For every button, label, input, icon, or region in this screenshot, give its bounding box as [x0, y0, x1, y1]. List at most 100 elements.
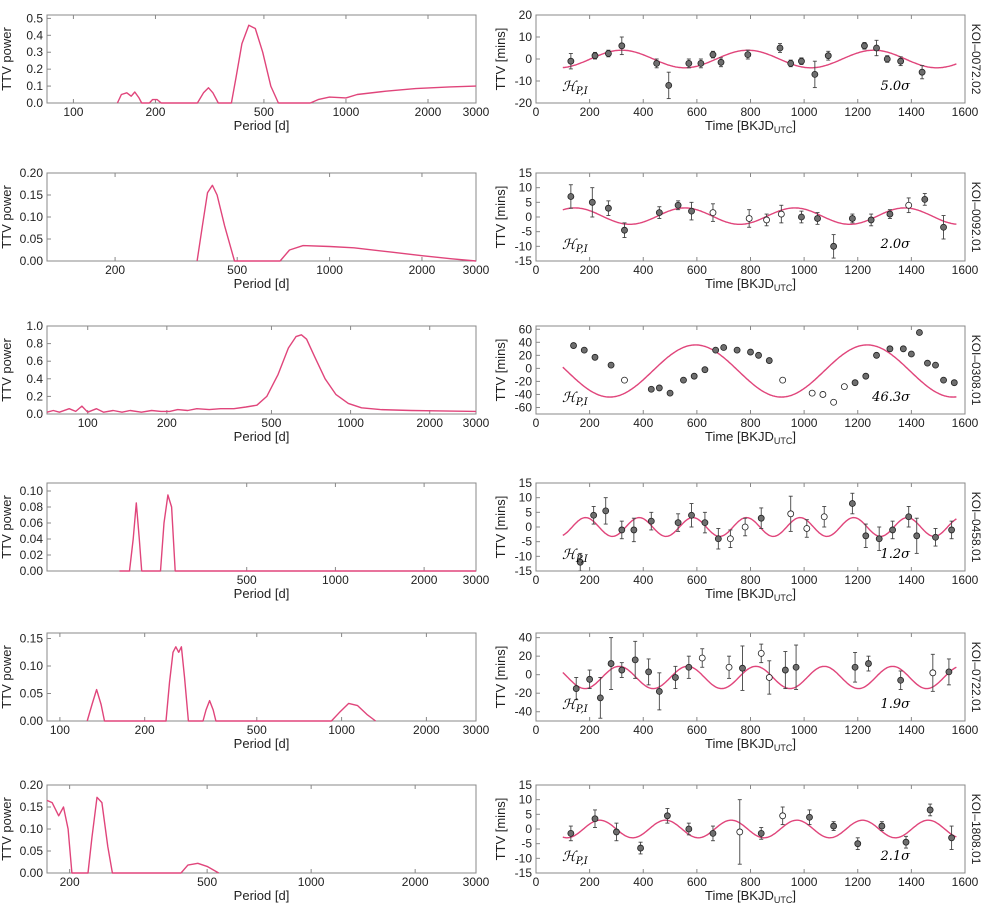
data-point — [924, 359, 931, 367]
data-point — [902, 838, 910, 846]
data-point — [720, 344, 728, 351]
x-tick-label: 500 — [261, 416, 281, 430]
row-5: 100 200 500 1000 2000 30000.000.050.100.15Per… — [0, 631, 981, 753]
y-tick-label: -15 — [515, 866, 533, 880]
x-tick-label: 200 — [135, 723, 155, 737]
model-curve — [562, 207, 957, 225]
y-tick-label: 15 — [519, 166, 533, 180]
x-axis-label-end: ] — [792, 888, 796, 903]
x-tick-label: 3000 — [463, 105, 490, 119]
x-tick-label: 1600 — [952, 573, 979, 587]
data-point — [685, 825, 693, 833]
data-point — [637, 844, 644, 852]
data-point — [674, 201, 682, 209]
y-tick-label: -60 — [515, 400, 533, 414]
x-tick-label: 0 — [533, 263, 540, 277]
koi-label: KOI–0308.01 — [969, 335, 981, 406]
ttv-panel: 0 200 400 600 800 1000 1200 1400 1600 -40 -20 0 20 40… — [493, 631, 981, 753]
y-tick-label: -20 — [515, 374, 533, 388]
x-tick-label: 400 — [633, 416, 653, 430]
hypothesis-subscript: P,I — [575, 856, 589, 867]
data-point — [757, 649, 765, 657]
y-tick-label: 0.20 — [20, 166, 44, 180]
data-point — [645, 668, 653, 676]
y-tick-label: 0.4 — [26, 372, 43, 386]
data-point — [744, 51, 752, 58]
data-point — [741, 523, 749, 531]
data-point — [709, 209, 717, 217]
ttv-panel: 0 200 400 600 800 1000 1200 1400 1600-60-40-2002… — [493, 322, 981, 446]
data-point — [897, 676, 905, 684]
ttv-data — [562, 492, 957, 571]
x-axis-label-main: Time [BKJD — [705, 586, 774, 601]
periodogram-panel: 100 200 500 1000 2000 3000 0.0 0.1 0.2 0.3 0.4 0.5 P… — [0, 11, 490, 133]
data-point — [932, 533, 939, 541]
x-tick-label: 1000 — [791, 875, 818, 889]
x-tick-label: 1000 — [298, 875, 325, 889]
koi-label: KOI–0072.02 — [969, 24, 981, 95]
y-tick-label: 0.15 — [20, 188, 44, 202]
data-point — [777, 210, 785, 218]
y-tick-label: -5 — [521, 535, 532, 549]
data-point — [830, 822, 838, 830]
data-point — [647, 385, 655, 393]
row-2: 200 500 1000 2000 30000.000.050.100.150.20Pe… — [0, 166, 981, 293]
y-tick-label: 0.05 — [20, 844, 44, 858]
data-point — [798, 213, 805, 221]
data-point — [618, 666, 626, 674]
data-point — [765, 674, 773, 681]
x-tick-label: 500 — [254, 105, 274, 119]
x-tick-label: 1200 — [844, 573, 871, 587]
row-4: 500 1000 2000 30000.000.020.040.060.080.10P… — [0, 476, 981, 603]
y-tick-label: 0.15 — [20, 632, 44, 646]
y-tick-label: 0.00 — [20, 714, 44, 728]
data-point — [865, 660, 872, 667]
x-tick-label: 1600 — [952, 723, 979, 737]
x-tick-label: 0 — [533, 105, 540, 119]
x-tick-label: 100 — [78, 416, 98, 430]
x-axis-label-end: ] — [792, 586, 796, 601]
x-tick-label: 1200 — [844, 875, 871, 889]
data-point — [698, 654, 706, 662]
data-point — [591, 52, 599, 60]
model-curve — [562, 819, 957, 839]
data-point — [948, 834, 955, 842]
x-tick-label: 200 — [105, 263, 125, 277]
x-tick-label: 0 — [533, 573, 540, 587]
periodogram-panel: 100 200 500 1000 2000 3000 0.0 0.2 0.4 0.6 0.8 1.0 P… — [0, 319, 490, 444]
x-tick-label: 600 — [687, 263, 707, 277]
x-tick-label: 800 — [740, 416, 760, 430]
x-tick-label: 1600 — [952, 875, 979, 889]
data-point — [588, 198, 596, 206]
data-point — [929, 669, 937, 677]
x-tick-label: 1600 — [952, 105, 979, 119]
data-point — [755, 351, 762, 359]
data-point — [763, 216, 770, 224]
y-tick-label: -20 — [515, 686, 533, 700]
hypothesis-subscript: P,I — [575, 704, 589, 715]
x-tick-label: 1000 — [333, 105, 360, 119]
x-axis-label: Time [BKJDUTC] — [705, 586, 796, 603]
x-axis-label: Period [d] — [234, 118, 290, 133]
plot-frame — [46, 784, 477, 874]
hypothesis-subscript: P,I — [575, 554, 589, 565]
data-point — [873, 351, 880, 359]
ttv-data — [562, 184, 957, 259]
y-tick-label: 0 — [525, 361, 532, 375]
x-axis-label-sub: UTC — [774, 283, 793, 293]
x-tick-label: 800 — [740, 105, 760, 119]
data-point — [851, 663, 859, 671]
x-axis-label-sub: UTC — [774, 895, 793, 905]
data-point — [776, 44, 784, 52]
data-point — [591, 815, 599, 823]
x-tick-label: 2000 — [413, 723, 440, 737]
data-point — [709, 830, 717, 837]
hypothesis-label: ℋP,I — [562, 697, 589, 715]
data-point — [781, 666, 789, 674]
y-tick-label: 0.06 — [20, 516, 44, 530]
x-tick-label: 2000 — [416, 416, 443, 430]
data-point — [714, 535, 722, 543]
x-axis-label-sub: UTC — [774, 743, 793, 753]
data-point — [848, 500, 856, 507]
data-point — [873, 44, 880, 52]
